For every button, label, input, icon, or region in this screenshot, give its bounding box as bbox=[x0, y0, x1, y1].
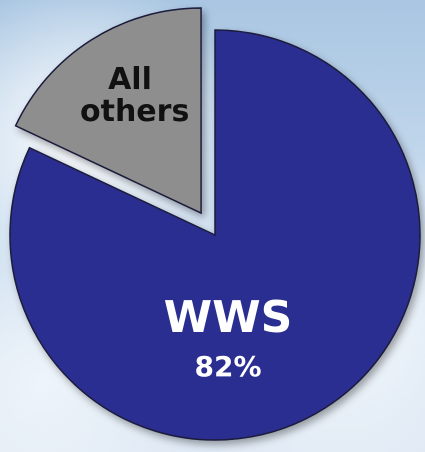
slice-label: WWS bbox=[164, 292, 293, 343]
value-label: 82% bbox=[194, 350, 261, 383]
chart: WWS 82% bbox=[0, 0, 425, 452]
slice-label: All others bbox=[80, 64, 180, 128]
page: WWS 82% All others bbox=[0, 0, 425, 452]
